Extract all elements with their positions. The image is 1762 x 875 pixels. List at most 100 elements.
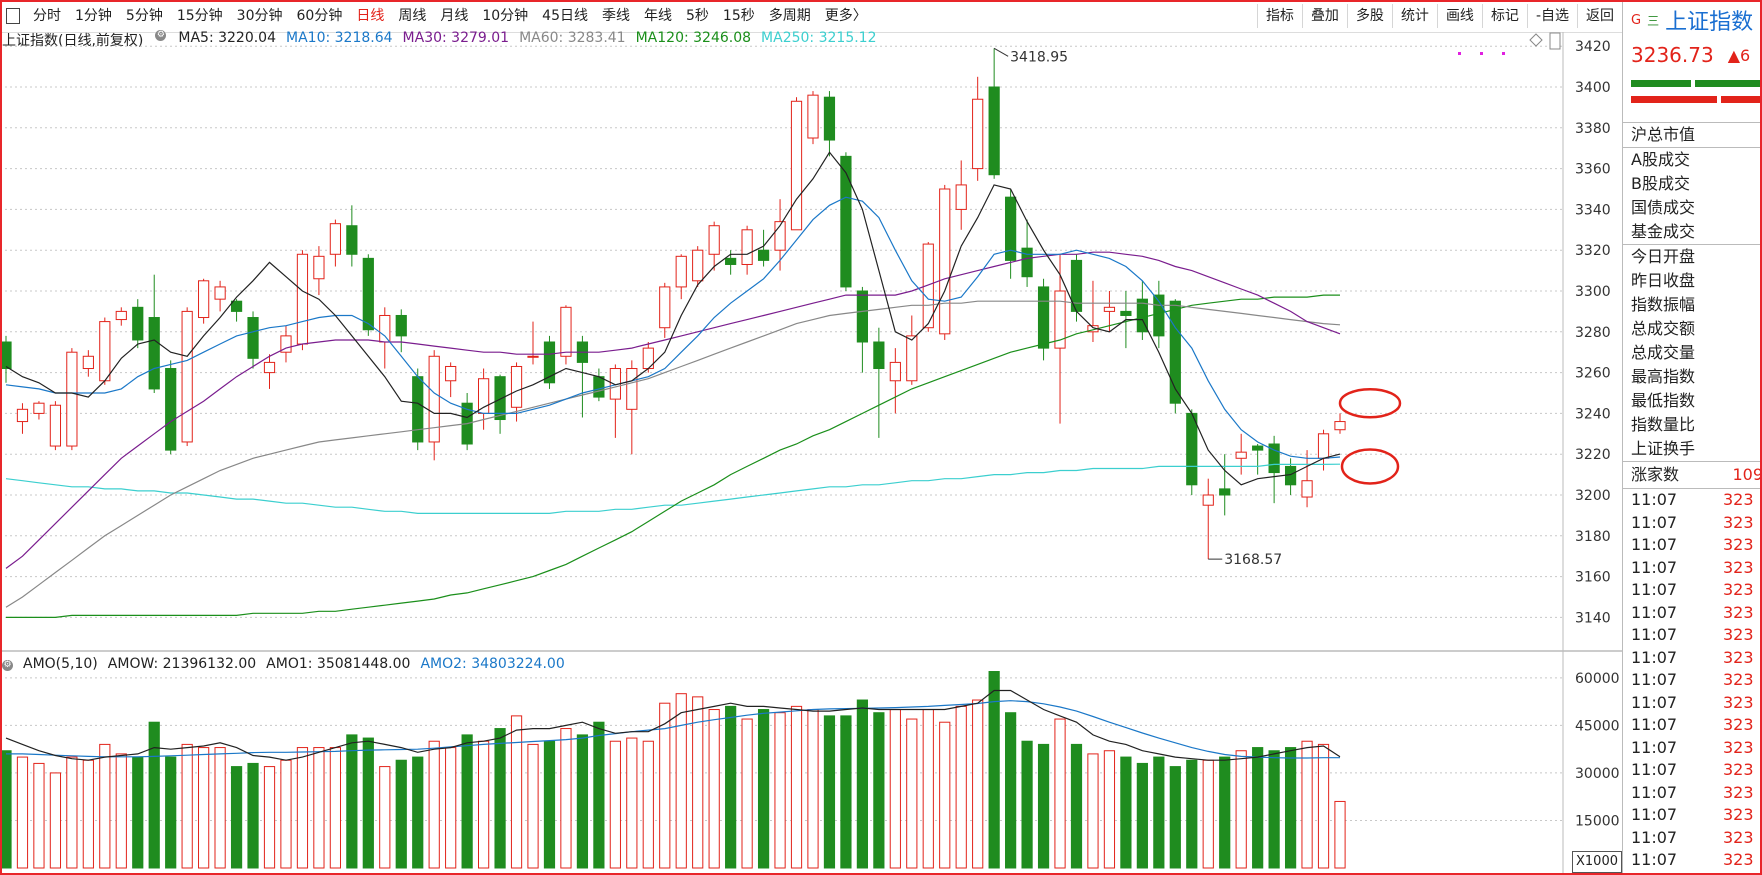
marker-dot [1458,52,1461,55]
period-tab[interactable]: 周线 [398,8,427,24]
period-tab[interactable]: 月线 [440,8,469,24]
settings-circle-icon[interactable]: ⚙ [2,660,13,671]
tool-button[interactable]: 叠加 [1301,4,1347,28]
tick-time: 11:07 [1631,625,1678,644]
volume-bar [659,702,671,869]
period-tab[interactable]: 60分钟 [296,8,343,24]
volume-bar [115,753,127,869]
stat-label: 国债成交 [1631,198,1696,217]
period-tab[interactable]: 30分钟 [236,8,283,24]
candle-body [395,314,407,337]
volume-bar [132,756,144,869]
candle-body [510,365,523,408]
candle-body [66,351,78,447]
candle [972,76,984,181]
ma250-line [5,463,1341,515]
price-volume-chart[interactable]: 3140 3160 3180 3200 3220 3240 3260 3280 3300 3320… [0,0,1622,875]
settings-circle-icon[interactable]: ⚙ [155,30,167,41]
period-tab[interactable]: 多周期 [768,8,811,24]
volume-bar [972,699,984,869]
candle-body [16,408,29,423]
candle [329,219,341,267]
price-tick-label: 3180 [1575,529,1611,545]
tick-time: 11:07 [1631,805,1678,824]
candle [1054,254,1066,424]
volume-legend-item: AMO(5,10) [23,656,98,672]
candle-body [972,98,984,170]
tool-button[interactable]: 统计 [1391,4,1437,28]
candles [0,48,1346,560]
ma10-line [5,196,1341,459]
tool-button[interactable]: 标记 [1481,4,1527,28]
window-toggle-icon[interactable] [6,8,20,24]
period-tab[interactable]: 15分钟 [176,8,223,24]
candle-body [165,368,177,451]
g-badge[interactable]: G [1631,12,1642,28]
tool-button[interactable]: -自选 [1526,4,1577,28]
candle [395,309,407,353]
volume-bar [33,762,45,869]
menu-icon[interactable]: 三 [1647,13,1660,28]
ma60-line [5,300,1341,608]
period-tab[interactable]: 日线 [356,8,385,24]
volume-bar [82,759,94,869]
candle-body [675,255,687,288]
candle-body [659,286,671,329]
index-change: ▲6 [1727,45,1751,65]
tick-time: 11:07 [1631,737,1678,757]
volume-bar [263,766,276,869]
period-tab[interactable]: 更多〉 [824,8,867,24]
period-tab[interactable]: 1分钟 [75,8,112,24]
candle [263,354,276,389]
tool-button[interactable]: 指标 [1256,4,1302,28]
tool-button[interactable]: 画线 [1436,4,1482,28]
volume-bar [1219,756,1231,869]
candle-body [33,402,45,414]
candle-body [247,317,259,359]
candle [99,317,111,385]
tick-price: 323 [1723,805,1754,824]
candle-body [49,404,62,447]
candle [82,350,94,377]
candle-body [790,100,803,231]
candle-body [527,355,539,358]
period-tab[interactable]: 年线 [643,8,672,24]
price-tick-label: 3400 [1575,80,1611,96]
tool-button[interactable]: 多股 [1346,4,1392,28]
index-name: 上证指数 [1665,10,1754,35]
candle [1219,454,1231,516]
volume-legend-item: AMO1: 35081448.00 [266,656,411,672]
volume-bar [543,740,556,869]
tick-row: 11:07 323 [1623,624,1762,647]
candle [675,254,687,300]
candle [543,335,556,389]
volume-bar [1021,740,1033,869]
highlight-circle [1340,448,1400,485]
period-tab[interactable]: 15秒 [722,8,755,24]
candle [659,282,671,338]
period-tab[interactable]: 5秒 [685,8,709,24]
candle-body [1136,298,1148,333]
stat-label: 沪总市值 [1631,125,1696,144]
period-tab[interactable]: 5分钟 [125,8,163,24]
candle [1235,433,1247,475]
period-tab[interactable]: 45日线 [542,8,588,24]
y-axis-labels: 3140 3160 3180 3200 3220 3240 3260 3280 3300 3320… [1575,39,1620,829]
candle [66,348,78,451]
volume-legend-item: AMOW: 21396132.00 [107,656,257,672]
period-tab[interactable]: 分时 [33,8,61,24]
candle [0,335,12,383]
candle [560,305,572,365]
period-tab[interactable]: 10分钟 [482,8,529,24]
period-tab[interactable]: 季线 [601,8,630,24]
price-tick-label: 3260 [1575,366,1611,382]
tool-button[interactable]: 返回 [1577,4,1622,28]
candle-body [1301,480,1313,498]
volume-bar [379,766,391,869]
candle [1136,280,1148,340]
volume-bar [889,709,901,869]
tick-time: 11:07 [1631,850,1678,869]
candle-body [296,253,309,345]
tick-time: 11:07 [1631,782,1678,802]
tick-list[interactable]: 11:07 323 11:07 323 11:07 323 11:07 323 11:07 323… [1623,489,1762,872]
